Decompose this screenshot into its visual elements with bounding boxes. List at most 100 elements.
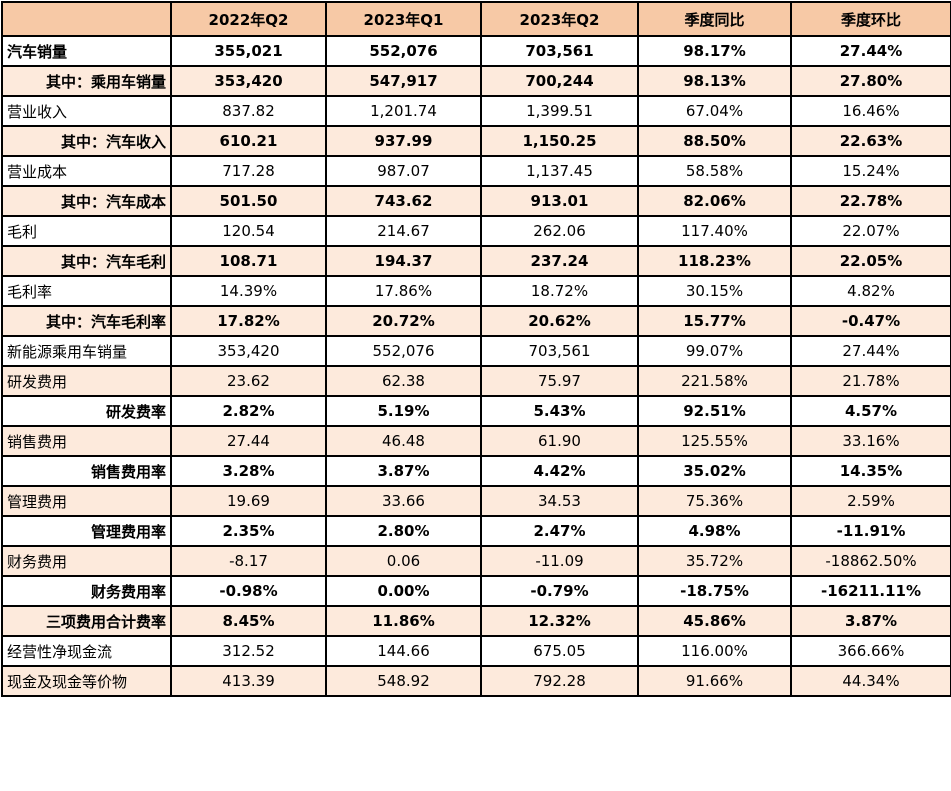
table-row: 财务费用率 -0.98% 0.00% -0.79% -18.75% -16211.11% <box>1 575 951 607</box>
table-row: 其中：汽车毛利 108.71 194.37 237.24 118.23% 22.05% <box>1 245 951 277</box>
row-value: 743.62 <box>325 185 482 217</box>
row-value: 552,076 <box>325 335 482 367</box>
row-value: 12.32% <box>480 605 639 637</box>
row-value: 2.80% <box>325 515 482 547</box>
row-value: 82.06% <box>637 185 792 217</box>
row-value: 355,021 <box>170 35 327 67</box>
header-2023q2: 2023年Q2 <box>480 1 639 37</box>
row-value: 837.82 <box>170 95 327 127</box>
table-row: 营业收入 837.82 1,201.74 1,399.51 67.04% 16.46% <box>1 95 951 127</box>
row-label: 其中：汽车收入 <box>1 125 172 157</box>
row-value: 2.47% <box>480 515 639 547</box>
row-value: -0.47% <box>790 305 951 337</box>
row-value: 44.34% <box>790 665 951 697</box>
header-yoy: 季度同比 <box>637 1 792 37</box>
row-value: 353,420 <box>170 65 327 97</box>
row-value: 5.43% <box>480 395 639 427</box>
row-value: 22.07% <box>790 215 951 247</box>
row-value: 675.05 <box>480 635 639 667</box>
table-row: 管理费用率 2.35% 2.80% 2.47% 4.98% -11.91% <box>1 515 951 547</box>
row-value: 27.44% <box>790 335 951 367</box>
row-value: 27.80% <box>790 65 951 97</box>
row-value: 5.19% <box>325 395 482 427</box>
row-label: 新能源乘用车销量 <box>1 335 172 367</box>
header-qoq: 季度环比 <box>790 1 951 37</box>
row-label: 财务费用率 <box>1 575 172 607</box>
row-value: 91.66% <box>637 665 792 697</box>
row-value: 20.72% <box>325 305 482 337</box>
row-value: -11.91% <box>790 515 951 547</box>
row-value: -18.75% <box>637 575 792 607</box>
table-row: 研发费用 23.62 62.38 75.97 221.58% 21.78% <box>1 365 951 397</box>
row-value: 353,420 <box>170 335 327 367</box>
row-value: 22.05% <box>790 245 951 277</box>
row-value: 4.42% <box>480 455 639 487</box>
table-row: 新能源乘用车销量 353,420 552,076 703,561 99.07% 27.44… <box>1 335 951 367</box>
row-value: 88.50% <box>637 125 792 157</box>
row-value: 700,244 <box>480 65 639 97</box>
row-value: 118.23% <box>637 245 792 277</box>
row-value: 1,150.25 <box>480 125 639 157</box>
row-value: 16.46% <box>790 95 951 127</box>
row-value: 108.71 <box>170 245 327 277</box>
row-value: 1,137.45 <box>480 155 639 187</box>
row-value: 19.69 <box>170 485 327 517</box>
row-value: 1,399.51 <box>480 95 639 127</box>
row-value: 120.54 <box>170 215 327 247</box>
row-value: 501.50 <box>170 185 327 217</box>
header-2023q1: 2023年Q1 <box>325 1 482 37</box>
header-corner <box>1 1 172 37</box>
row-value: 4.57% <box>790 395 951 427</box>
row-value: 99.07% <box>637 335 792 367</box>
table-row: 销售费用 27.44 46.48 61.90 125.55% 33.16% <box>1 425 951 457</box>
row-value: 20.62% <box>480 305 639 337</box>
row-value: 2.59% <box>790 485 951 517</box>
table-row: 其中：汽车毛利率 17.82% 20.72% 20.62% 15.77% -0.47% <box>1 305 951 337</box>
header-2022q2: 2022年Q2 <box>170 1 327 37</box>
row-value: 194.37 <box>325 245 482 277</box>
row-label: 营业收入 <box>1 95 172 127</box>
row-value: 22.63% <box>790 125 951 157</box>
table-row: 财务费用 -8.17 0.06 -11.09 35.72% -18862.50% <box>1 545 951 577</box>
table-row: 销售费用率 3.28% 3.87% 4.42% 35.02% 14.35% <box>1 455 951 487</box>
row-value: 125.55% <box>637 425 792 457</box>
row-value: 366.66% <box>790 635 951 667</box>
row-value: 0.06 <box>325 545 482 577</box>
row-label: 管理费用 <box>1 485 172 517</box>
row-value: 4.82% <box>790 275 951 307</box>
row-value: 23.62 <box>170 365 327 397</box>
row-value: 312.52 <box>170 635 327 667</box>
row-label: 现金及现金等价物 <box>1 665 172 697</box>
row-value: 92.51% <box>637 395 792 427</box>
row-label: 其中：乘用车销量 <box>1 65 172 97</box>
row-value: 15.77% <box>637 305 792 337</box>
row-value: 3.87% <box>790 605 951 637</box>
row-value: 792.28 <box>480 665 639 697</box>
row-value: 0.00% <box>325 575 482 607</box>
row-label: 管理费用率 <box>1 515 172 547</box>
row-value: 14.35% <box>790 455 951 487</box>
row-value: 33.16% <box>790 425 951 457</box>
row-value: -0.79% <box>480 575 639 607</box>
row-label: 销售费用 <box>1 425 172 457</box>
row-value: 552,076 <box>325 35 482 67</box>
row-label: 营业成本 <box>1 155 172 187</box>
row-value: 2.35% <box>170 515 327 547</box>
financial-data-table: 2022年Q2 2023年Q1 2023年Q2 季度同比 季度环比 汽车销量 35… <box>1 1 951 697</box>
row-value: 3.87% <box>325 455 482 487</box>
row-value: 17.86% <box>325 275 482 307</box>
row-value: 610.21 <box>170 125 327 157</box>
row-value: 17.82% <box>170 305 327 337</box>
row-value: 4.98% <box>637 515 792 547</box>
row-value: 144.66 <box>325 635 482 667</box>
table-row: 经营性净现金流 312.52 144.66 675.05 116.00% 366.66% <box>1 635 951 667</box>
row-value: 547,917 <box>325 65 482 97</box>
row-value: 214.67 <box>325 215 482 247</box>
table-row: 汽车销量 355,021 552,076 703,561 98.17% 27.44% <box>1 35 951 67</box>
row-value: 221.58% <box>637 365 792 397</box>
row-label: 汽车销量 <box>1 35 172 67</box>
row-value: 46.48 <box>325 425 482 457</box>
row-value: 98.17% <box>637 35 792 67</box>
row-label: 经营性净现金流 <box>1 635 172 667</box>
table-row: 其中：汽车成本 501.50 743.62 913.01 82.06% 22.78% <box>1 185 951 217</box>
